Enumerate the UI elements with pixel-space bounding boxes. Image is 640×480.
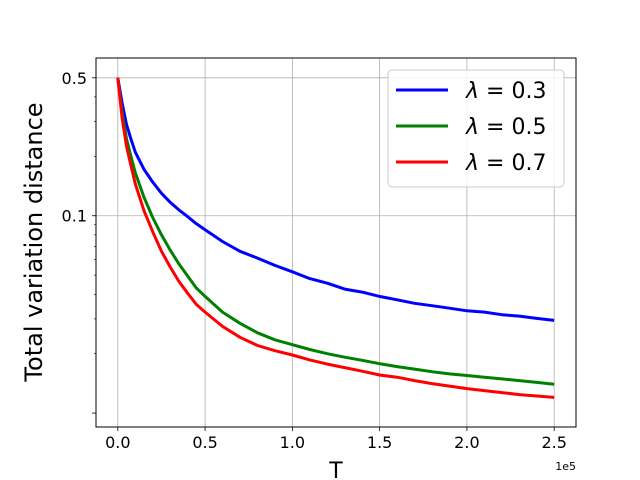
legend-label: λ = 0.3 [465, 79, 546, 104]
x-tick-label: 2.0 [454, 433, 479, 452]
x-tick-label: 2.5 [541, 433, 566, 452]
x-axis: 0.0 0.5 1.0 1.5 2.0 2.5 [105, 427, 567, 452]
legend-label: λ = 0.5 [465, 115, 546, 140]
series-line [116, 77, 555, 322]
x-tick-label: 0.0 [105, 433, 130, 452]
x-tick-label: 0.5 [192, 433, 217, 452]
x-axis-scale-note: 1e5 [555, 460, 576, 473]
x-axis-label: T [328, 459, 343, 480]
legend-label: λ = 0.7 [465, 151, 546, 176]
plot-frame [95, 57, 577, 428]
y-tick-label: 0.5 [62, 69, 87, 88]
x-tick-label: 1.5 [367, 433, 392, 452]
y-tick-label: 0.1 [62, 207, 87, 226]
y-axis: 0.5 0.1 [62, 69, 96, 414]
legend: λ = 0.3 λ = 0.5 λ = 0.7 [387, 69, 565, 188]
x-tick-label: 1.0 [280, 433, 305, 452]
series-line [116, 77, 555, 386]
legend-box [387, 69, 565, 188]
series-lines [116, 77, 555, 399]
series-line [116, 77, 555, 399]
y-axis-label: Total variation distance [20, 102, 48, 382]
